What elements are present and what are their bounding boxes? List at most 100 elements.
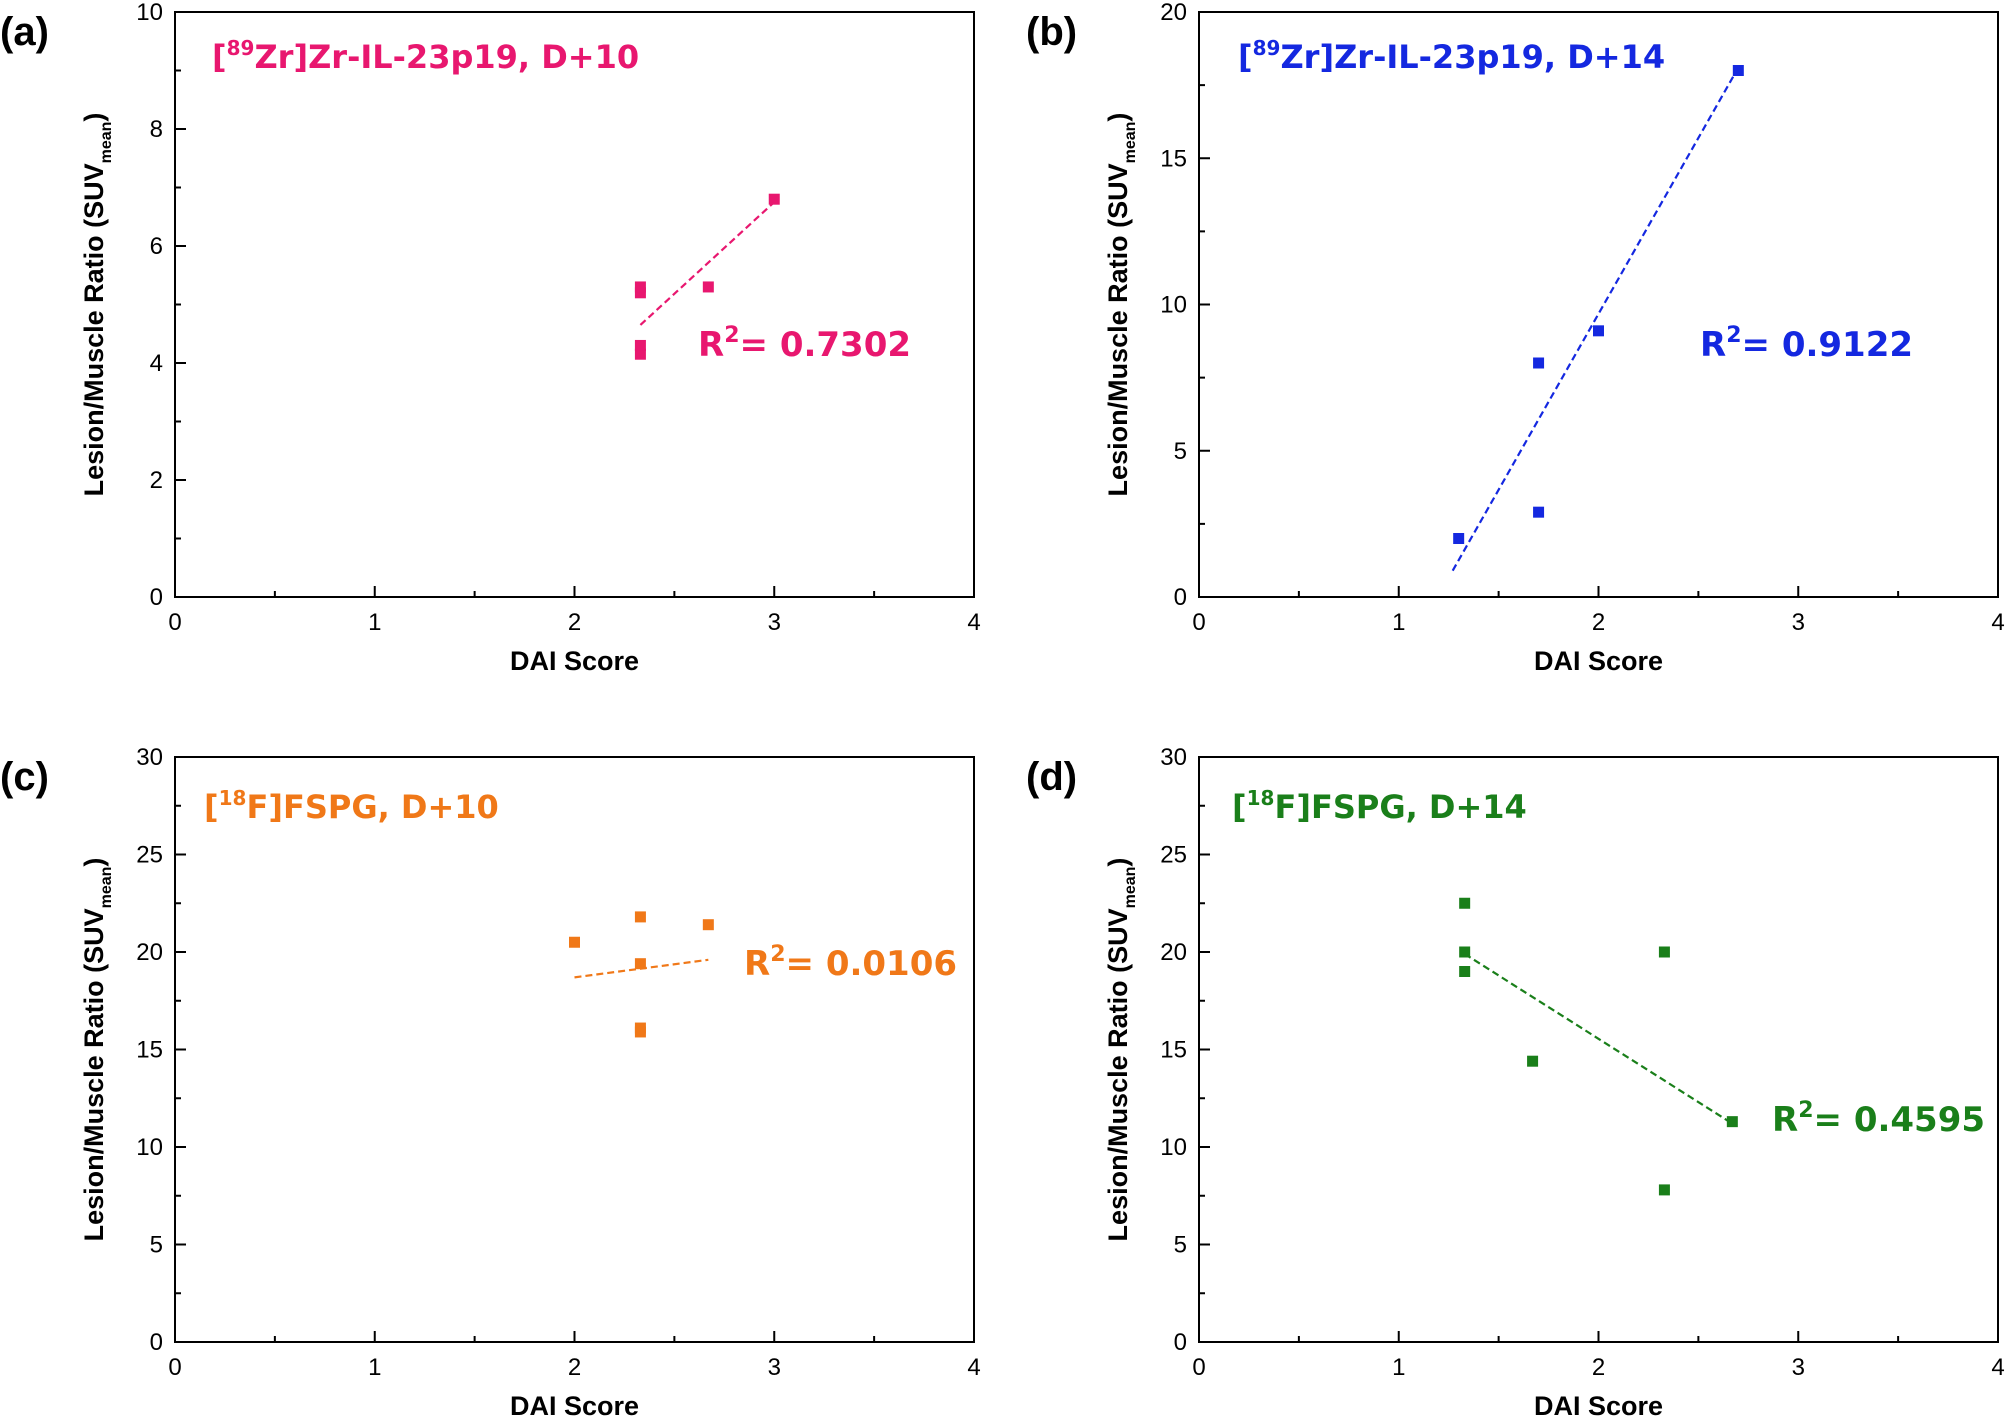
r-squared-symbol: R bbox=[1772, 1100, 1798, 1140]
data-point bbox=[1658, 946, 1670, 958]
y-axis-label-close: ) bbox=[79, 858, 109, 867]
data-point bbox=[1726, 1116, 1738, 1128]
data-point bbox=[634, 339, 646, 351]
x-axis-label: DAI Score bbox=[510, 1391, 639, 1421]
panel-title: [89Zr]Zr-IL-23p19, D+14 bbox=[1238, 36, 1665, 76]
y-axis-label-close: ) bbox=[1103, 858, 1133, 867]
x-tick-label: 2 bbox=[568, 1354, 581, 1381]
plot-frame bbox=[174, 11, 975, 598]
r-squared-value: = 0.0106 bbox=[786, 944, 958, 984]
data-point bbox=[702, 919, 714, 931]
y-tick-label: 0 bbox=[150, 1329, 163, 1356]
y-tick-label: 15 bbox=[1160, 145, 1187, 172]
r-squared-symbol: R bbox=[1700, 325, 1726, 365]
title-main: F]FSPG, D+10 bbox=[246, 788, 498, 826]
data-point bbox=[634, 958, 646, 970]
x-axis-label: DAI Score bbox=[1534, 646, 1663, 676]
y-axis-label-main: Lesion/Muscle Ratio (SUV bbox=[79, 163, 109, 496]
y-tick-label: 5 bbox=[1174, 1232, 1187, 1259]
data-point bbox=[1658, 1184, 1670, 1196]
r-squared-label: R2= 0.0106 bbox=[744, 942, 957, 984]
y-tick-label: 6 bbox=[150, 233, 163, 260]
title-main: Zr]Zr-IL-23p19, D+10 bbox=[254, 38, 639, 76]
panel-a: 0 1 2 3 4 0 2 4 6 8 10 DAI Score Lesion/Muscle Ratio… bbox=[0, 0, 981, 676]
data-point bbox=[634, 348, 646, 360]
x-tick-label: 1 bbox=[368, 1354, 381, 1381]
x-tick-label: 2 bbox=[568, 609, 581, 636]
title-main: F]FSPG, D+14 bbox=[1274, 788, 1526, 826]
panel-c: 0 1 2 3 4 0 5 10 15 20 25 30 DAI Score Lesion/Muscle … bbox=[0, 744, 981, 1421]
panel-label: (c) bbox=[0, 755, 49, 799]
y-tick-label: 0 bbox=[1174, 1329, 1187, 1356]
data-point bbox=[634, 287, 646, 299]
data-point bbox=[634, 281, 646, 293]
data-point bbox=[1527, 1055, 1539, 1067]
panel-title: [18F]FSPG, D+14 bbox=[1232, 786, 1527, 826]
y-tick-label: 5 bbox=[150, 1232, 163, 1259]
r-squared-value: = 0.7302 bbox=[740, 325, 912, 365]
y-axis-label-main: Lesion/Muscle Ratio (SUV bbox=[1103, 908, 1133, 1241]
x-tick-label: 0 bbox=[168, 1354, 181, 1381]
y-axis-label: Lesion/Muscle Ratio (SUVmean) bbox=[79, 858, 115, 1242]
r-squared-value: = 0.9122 bbox=[1742, 325, 1914, 365]
x-tick-label: 0 bbox=[168, 609, 181, 636]
title-bracket: [ bbox=[212, 38, 227, 76]
y-tick-label: 25 bbox=[1160, 842, 1187, 869]
data-point bbox=[569, 936, 580, 948]
y-axis-label-sub: mean bbox=[98, 867, 115, 909]
x-tick-label: 1 bbox=[1392, 609, 1405, 636]
y-axis-label-close: ) bbox=[1103, 113, 1133, 122]
y-axis-label-main: Lesion/Muscle Ratio (SUV bbox=[1103, 163, 1133, 496]
x-tick-label: 2 bbox=[1592, 1354, 1605, 1381]
r-squared-superscript: 2 bbox=[770, 942, 785, 967]
title-bracket: [ bbox=[204, 788, 219, 826]
x-axis-label: DAI Score bbox=[1534, 1391, 1663, 1421]
data-point bbox=[1459, 966, 1471, 977]
r-squared-symbol: R bbox=[698, 325, 724, 365]
fit-line bbox=[1464, 953, 1733, 1125]
x-tick-label: 0 bbox=[1192, 1354, 1205, 1381]
title-bracket: [ bbox=[1238, 38, 1253, 76]
y-tick-label: 30 bbox=[136, 744, 163, 771]
y-axis-label-sub: mean bbox=[1122, 122, 1139, 164]
title-bracket: [ bbox=[1232, 788, 1247, 826]
r-squared-symbol: R bbox=[744, 944, 770, 984]
panel-label: (d) bbox=[1026, 755, 1077, 799]
r-squared-label: R2= 0.4595 bbox=[1772, 1098, 1985, 1140]
data-point bbox=[1459, 946, 1471, 958]
data-point bbox=[634, 1026, 646, 1038]
x-tick-label: 4 bbox=[1991, 609, 2004, 636]
data-point bbox=[1459, 897, 1471, 909]
panel-b: 0 1 2 3 4 0 5 10 15 20 DAI Score Lesion/Muscle Rati… bbox=[1026, 0, 2005, 676]
x-tick-label: 0 bbox=[1192, 609, 1205, 636]
r-squared-superscript: 2 bbox=[724, 323, 739, 348]
plot-frame bbox=[174, 756, 975, 1343]
x-tick-label: 1 bbox=[368, 609, 381, 636]
plot-frame bbox=[1198, 11, 1999, 598]
x-tick-label: 2 bbox=[1592, 609, 1605, 636]
y-axis-label-main: Lesion/Muscle Ratio (SUV bbox=[79, 908, 109, 1241]
y-tick-label: 30 bbox=[1160, 744, 1187, 771]
x-tick-label: 3 bbox=[1792, 1354, 1805, 1381]
data-point bbox=[1453, 533, 1465, 544]
data-point bbox=[1533, 506, 1545, 518]
y-tick-label: 10 bbox=[136, 0, 163, 26]
r-squared-label: R2= 0.7302 bbox=[698, 323, 911, 365]
x-tick-label: 4 bbox=[1991, 1354, 2004, 1381]
y-tick-label: 20 bbox=[1160, 939, 1187, 966]
title-superscript: 89 bbox=[1253, 36, 1281, 60]
panel-d: 0 1 2 3 4 0 5 10 15 20 25 30 DAI Score Lesion/Muscle … bbox=[1026, 744, 2005, 1421]
title-superscript: 18 bbox=[1247, 786, 1275, 810]
title-superscript: 89 bbox=[227, 36, 255, 60]
y-tick-label: 20 bbox=[136, 939, 163, 966]
x-tick-label: 3 bbox=[768, 609, 781, 636]
data-point bbox=[634, 911, 646, 923]
x-tick-label: 4 bbox=[967, 609, 980, 636]
panel-label: (a) bbox=[0, 10, 49, 54]
y-tick-label: 15 bbox=[136, 1037, 163, 1064]
x-tick-label: 4 bbox=[967, 1354, 980, 1381]
plot-frame bbox=[1198, 756, 1999, 1343]
data-point bbox=[1593, 325, 1604, 337]
r-squared-label: R2= 0.9122 bbox=[1700, 323, 1913, 365]
